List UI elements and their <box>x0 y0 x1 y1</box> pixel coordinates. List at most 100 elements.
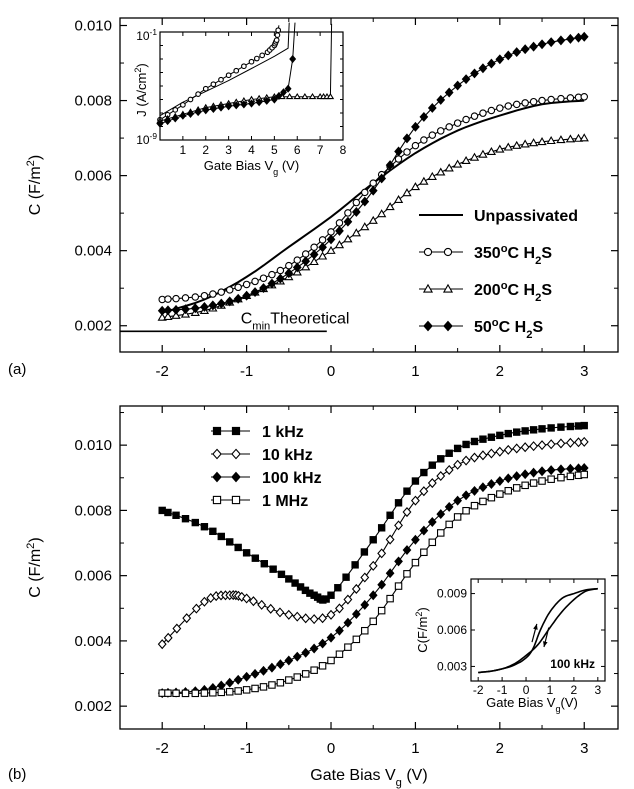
b-data-point <box>225 688 234 696</box>
b-data-point <box>318 613 328 624</box>
panel-a: -2 -1 0 1 2 3 0.002 0.004 0.006 0.008 0.010 CminThe… <box>8 17 619 380</box>
b-data-point <box>226 538 234 546</box>
b-data-point <box>191 689 200 698</box>
a-data-point <box>557 94 565 103</box>
a-data-point <box>420 136 428 144</box>
b-data-point <box>512 443 522 454</box>
a-data-point <box>234 283 242 292</box>
b-data-point <box>164 508 172 517</box>
b-legend-label: 1 MHz <box>262 493 308 510</box>
a-data-point <box>580 93 588 101</box>
a-data-point <box>394 155 403 163</box>
b-data-point <box>225 677 235 688</box>
b-data-point <box>242 549 251 557</box>
a-data-point <box>163 305 173 316</box>
b-data-point <box>284 655 294 666</box>
b-data-point <box>344 643 352 651</box>
b-x-tick-label: 2 <box>496 740 504 757</box>
b-data-point <box>360 599 370 610</box>
b-data-point <box>242 671 251 682</box>
a-legend-label: 200oC H2S <box>474 280 552 304</box>
b-data-point <box>292 651 302 662</box>
b-data-point <box>486 448 496 459</box>
b-data-point <box>369 617 377 626</box>
a-data-point <box>495 54 505 65</box>
b-data-point <box>403 570 411 578</box>
a-data-point <box>200 291 209 300</box>
a-plot-frame <box>119 17 619 353</box>
a-data-point <box>428 131 437 139</box>
b-data-point <box>310 666 318 674</box>
a-y-tick-label: 0.002 <box>74 318 112 335</box>
a-data-point <box>377 173 387 184</box>
b-data-point <box>191 603 201 614</box>
a-data-point <box>579 31 589 42</box>
b-data-point <box>276 659 285 670</box>
a-y-axis-label: C (F/m2) <box>25 155 44 215</box>
a-inset-data-point <box>259 52 266 59</box>
a-data-point <box>217 288 226 296</box>
b-data-point <box>351 583 361 595</box>
a-data-point <box>233 293 243 304</box>
a-inset-x-tick-label: 1 <box>180 143 187 157</box>
a-inset-data-point <box>255 98 263 107</box>
a-data-point <box>318 236 327 244</box>
b-series-line <box>162 425 585 601</box>
b-data-point <box>318 662 327 670</box>
a-data-point <box>351 206 361 217</box>
a-data-point <box>164 295 172 303</box>
a-data-point <box>461 74 471 85</box>
a-data-point <box>411 141 420 150</box>
b-data-point <box>529 467 538 478</box>
b-data-point <box>529 479 538 487</box>
a-data-point <box>487 58 496 69</box>
b-data-point <box>293 673 302 681</box>
a-data-point <box>427 103 437 113</box>
b-data-point <box>216 680 226 691</box>
b-data-point <box>275 607 285 618</box>
b-data-point <box>181 515 190 523</box>
b-data-point <box>234 543 242 552</box>
a-data-point <box>157 312 167 321</box>
b-data-point <box>462 440 470 449</box>
b-data-point <box>444 501 454 512</box>
a-data-point <box>444 87 454 98</box>
a-data-point <box>445 123 453 131</box>
b-data-point <box>360 572 370 583</box>
a-data-point <box>512 100 521 109</box>
b-data-point <box>496 490 504 498</box>
b-inset-freq-label: 100 kHz <box>550 657 595 671</box>
a-data-point <box>309 257 319 266</box>
b-y-tick-label: 0.004 <box>74 633 112 650</box>
a-data-point <box>487 106 496 115</box>
b-data-point <box>410 495 420 506</box>
b-data-point <box>326 632 336 643</box>
a-data-point <box>546 37 556 48</box>
a-inset-data-point <box>180 102 186 108</box>
b-data-point <box>547 424 555 432</box>
a-y-tick-label: 0.004 <box>74 243 112 260</box>
a-inset-data-point <box>202 106 210 115</box>
a-inset-data-point <box>308 92 317 100</box>
a-data-point <box>444 163 454 172</box>
b-data-point <box>335 625 344 636</box>
a-inset-data-point <box>253 55 260 62</box>
b-data-point <box>512 484 521 492</box>
b-data-point <box>318 638 327 649</box>
b-data-point <box>309 614 319 625</box>
a-data-point <box>470 112 479 120</box>
a-data-point <box>496 104 504 112</box>
b-data-point <box>394 499 403 507</box>
b-data-point <box>394 520 403 531</box>
a-data-point <box>411 121 420 132</box>
a-legend-marker <box>443 247 453 257</box>
a-y-tick-label: 0.006 <box>74 168 112 185</box>
a-data-point <box>335 225 344 236</box>
a-data-point <box>191 293 200 301</box>
b-data-point <box>342 573 350 581</box>
a-data-point <box>242 280 251 289</box>
b-data-point <box>579 436 589 447</box>
a-data-point <box>284 268 294 279</box>
b-legend-label: 10 kHz <box>262 447 313 464</box>
b-y-tick-label: 0.008 <box>74 502 112 519</box>
